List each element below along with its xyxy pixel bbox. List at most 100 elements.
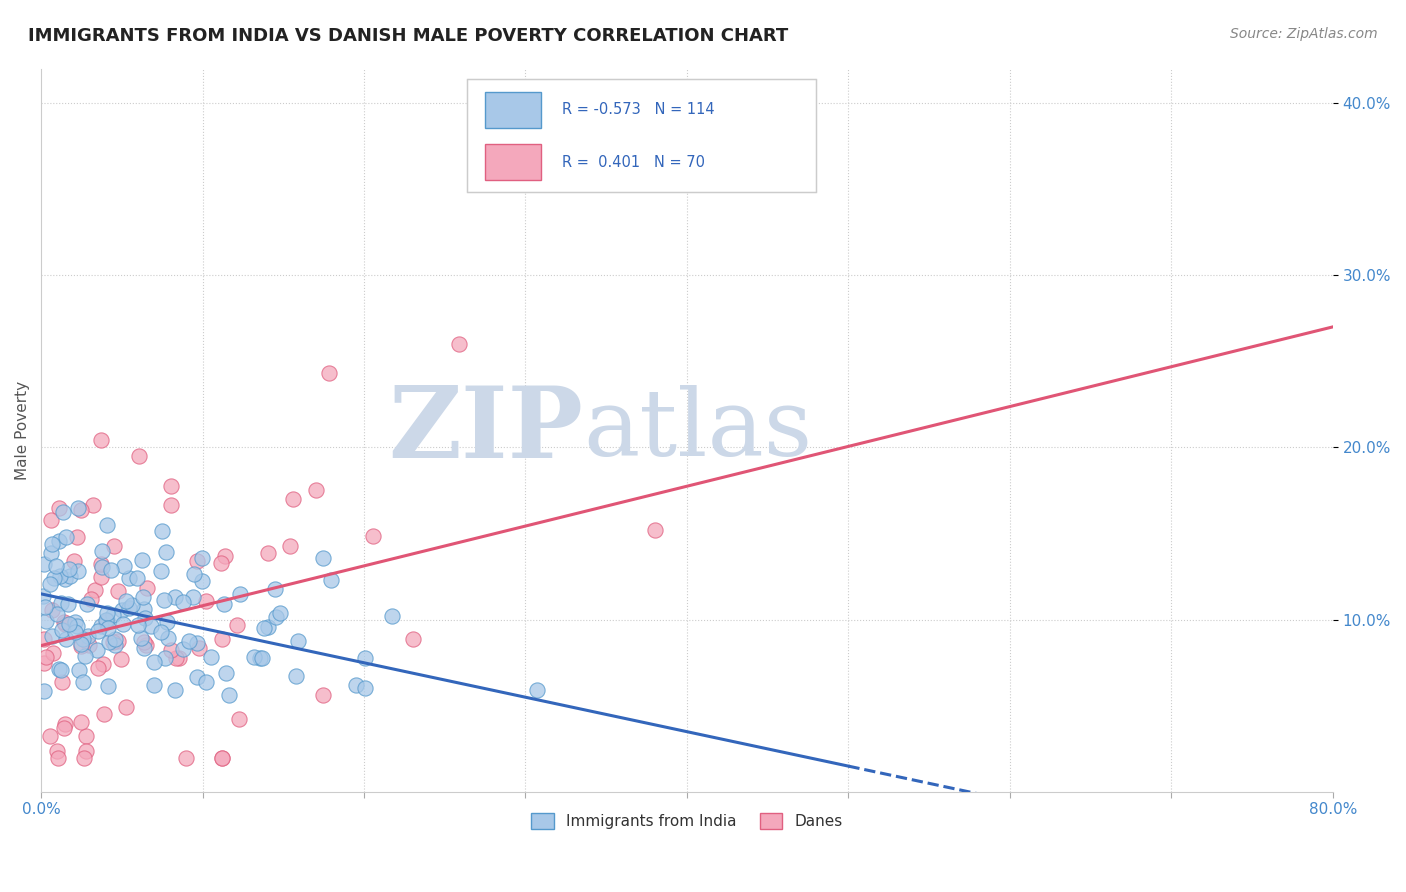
Text: ZIP: ZIP [388, 382, 583, 479]
Point [156, 632, 179, 646]
Point [41, 537, 63, 551]
Point [321, 573, 343, 587]
Point [35, 614, 58, 628]
Point [32, 557, 55, 571]
Point [195, 593, 218, 607]
Point [104, 632, 127, 646]
Point [53, 617, 76, 632]
Point [66, 618, 89, 632]
Point [214, 549, 236, 563]
Point [212, 597, 235, 611]
Point [90, 618, 112, 632]
Point [52, 505, 75, 519]
Point [159, 499, 181, 513]
Point [149, 625, 172, 640]
Point [58, 561, 80, 575]
Point [66, 531, 89, 545]
Point [150, 564, 173, 578]
Point [91, 559, 114, 574]
Point [318, 366, 340, 380]
Point [73, 750, 96, 764]
Point [142, 678, 165, 692]
Point [69, 715, 91, 730]
Point [72, 632, 94, 646]
Point [128, 618, 150, 632]
Point [41, 603, 63, 617]
Point [172, 595, 194, 609]
Point [31, 589, 53, 603]
Point [136, 582, 159, 596]
Point [53, 615, 76, 629]
Point [69, 503, 91, 517]
Point [229, 587, 252, 601]
Point [264, 609, 287, 624]
Point [45, 607, 67, 621]
Point [90, 569, 112, 583]
Point [70, 640, 93, 654]
Point [181, 591, 204, 605]
Point [46, 750, 69, 764]
Point [41, 629, 63, 643]
Point [45, 559, 67, 574]
Point [91, 543, 114, 558]
Point [75, 648, 97, 663]
Point [191, 574, 214, 588]
Point [38, 729, 60, 743]
Point [53, 721, 76, 735]
Point [285, 669, 308, 683]
Point [188, 640, 211, 655]
Point [75, 744, 97, 758]
Point [53, 716, 76, 731]
Point [132, 640, 155, 655]
Point [82, 498, 104, 512]
Point [48, 500, 70, 515]
Point [644, 523, 666, 537]
Point [51, 664, 73, 678]
Point [381, 609, 404, 624]
Text: atlas: atlas [583, 385, 813, 475]
Point [114, 594, 136, 608]
Point [103, 635, 125, 649]
Point [39, 546, 62, 560]
Point [143, 655, 166, 669]
Point [115, 699, 138, 714]
Legend: Immigrants from India, Danes: Immigrants from India, Danes [524, 806, 849, 835]
Point [49, 569, 72, 583]
Point [96, 606, 118, 620]
Point [167, 651, 190, 665]
Point [118, 571, 141, 585]
Point [80, 592, 103, 607]
Point [96, 613, 118, 627]
Point [86, 643, 108, 657]
Point [44, 571, 66, 585]
Point [110, 651, 132, 665]
Point [103, 539, 125, 553]
Point [94, 615, 117, 630]
Point [132, 590, 155, 604]
Point [84, 582, 107, 597]
Point [75, 729, 97, 743]
Point [163, 591, 186, 605]
Point [132, 634, 155, 648]
Point [211, 750, 233, 764]
Point [49, 596, 72, 610]
Point [34, 656, 56, 670]
Point [111, 603, 134, 617]
Point [59, 569, 82, 583]
Point [312, 689, 335, 703]
Point [152, 593, 174, 607]
Point [79, 638, 101, 652]
Point [65, 615, 87, 629]
Point [90, 434, 112, 448]
Point [129, 631, 152, 645]
Point [195, 674, 218, 689]
Point [93, 707, 115, 722]
Point [96, 518, 118, 533]
Point [76, 598, 98, 612]
Point [257, 620, 280, 634]
Point [58, 598, 80, 612]
Point [269, 606, 291, 620]
Point [353, 650, 375, 665]
Text: Source: ZipAtlas.com: Source: ZipAtlas.com [1230, 27, 1378, 41]
Point [312, 551, 335, 566]
